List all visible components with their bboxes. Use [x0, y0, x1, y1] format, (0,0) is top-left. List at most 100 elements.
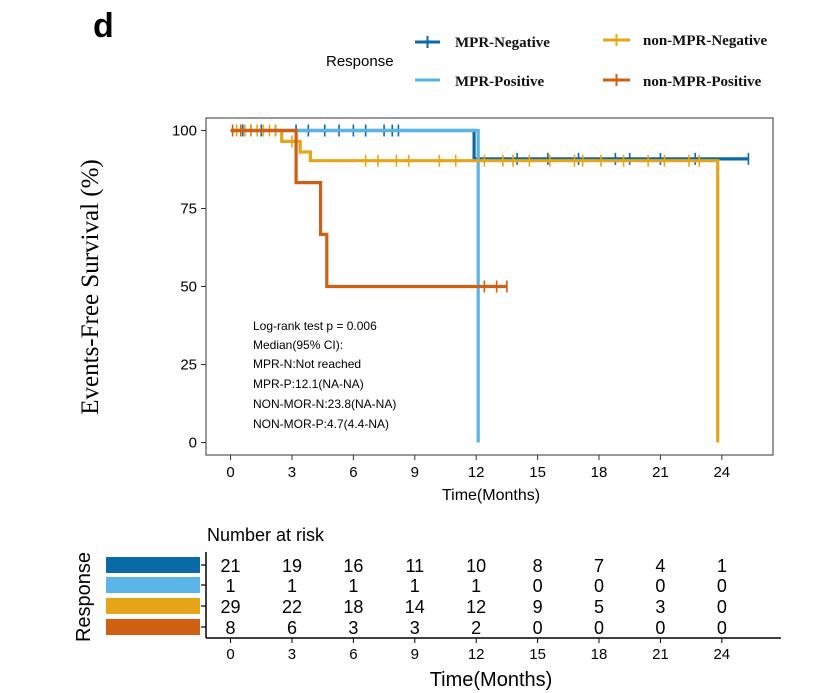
risk-value-non-mpr-positive: 6 [287, 618, 297, 638]
risk-value-non-mpr-positive: 0 [655, 618, 665, 638]
y-axis-label: Events-Free Survival (%) [77, 159, 104, 414]
risk-x-tick-label: 6 [349, 646, 357, 663]
risk-table-y-label: Response [73, 552, 95, 642]
km-plot: Events-Free Survival (%) Time(Months) 0 2… [77, 117, 774, 504]
risk-value-non-mpr-positive: 3 [410, 618, 420, 638]
risk-value-non-mpr-negative: 0 [717, 597, 727, 617]
stats-line-non-mor-p: NON-MOR-P:4.7(4.4-NA) [253, 417, 389, 431]
risk-x-tick-label: 21 [652, 646, 669, 663]
x-tick-label: 21 [652, 464, 669, 481]
x-tick-label: 15 [529, 464, 546, 481]
series-mpr-positive [230, 128, 480, 443]
stats-line-mpr-p: MPR-P:12.1(NA-NA) [253, 377, 364, 391]
risk-value-non-mpr-negative: 12 [466, 597, 486, 617]
x-tick-label: 0 [226, 464, 234, 481]
risk-value-mpr-negative: 21 [221, 556, 241, 576]
y-axis-ticks: 0 25 50 75 100 [172, 122, 206, 452]
legend-entry-non-mpr-negative: non-MPR-Negative [603, 33, 767, 49]
risk-value-mpr-negative: 19 [282, 556, 302, 576]
risk-value-mpr-positive: 1 [226, 576, 236, 596]
y-tick-label: 25 [180, 357, 197, 374]
risk-value-non-mpr-positive: 0 [717, 618, 727, 638]
legend-label-non-mpr-positive: non-MPR-Positive [643, 74, 762, 90]
km-curve-mpr-positive [230, 128, 480, 443]
risk-value-mpr-positive: 0 [533, 576, 543, 596]
stats-line-median-header: Median(95% CI): [253, 338, 343, 352]
stats-line-logrank: Log-rank test p = 0.006 [253, 319, 377, 333]
km-curve-non-mpr-positive [230, 128, 507, 289]
legend: Response MPR-Negative MPR-Positive non-M… [326, 33, 767, 90]
risk-swatch-mpr-positive [106, 577, 200, 593]
risk-table-x-label: Time(Months) [430, 669, 553, 691]
risk-value-mpr-positive: 0 [655, 576, 665, 596]
risk-value-mpr-negative: 11 [405, 556, 424, 576]
y-tick-label: 0 [189, 435, 197, 452]
y-tick-label: 75 [180, 200, 197, 217]
risk-x-tick-label: 12 [468, 646, 485, 663]
legend-entry-mpr-negative: MPR-Negative [415, 35, 550, 51]
risk-value-non-mpr-positive: 0 [533, 618, 543, 638]
risk-value-non-mpr-negative: 3 [655, 597, 665, 617]
risk-value-non-mpr-positive: 0 [594, 618, 604, 638]
risk-value-mpr-positive: 1 [348, 576, 358, 596]
risk-value-non-mpr-negative: 5 [594, 597, 604, 617]
risk-row-values: 21 19 16 11 10 8 7 4 11 1 1 1 1 0 0 0 029 22 18 14 12 9 5 3 08 6 3… [221, 556, 727, 638]
x-tick-label: 6 [349, 464, 357, 481]
x-tick-label: 24 [713, 464, 730, 481]
stats-annotation: Log-rank test p = 0.006 Median(95% CI): … [253, 319, 396, 431]
risk-value-non-mpr-negative: 9 [533, 597, 543, 617]
risk-table: Number at risk Response Time(Months) 21 1… [73, 525, 781, 691]
stats-line-non-mor-n: NON-MOR-N:23.8(NA-NA) [253, 397, 396, 411]
x-tick-label: 12 [468, 464, 485, 481]
risk-value-non-mpr-negative: 29 [221, 597, 241, 617]
risk-x-tick-label: 3 [288, 646, 296, 663]
risk-value-non-mpr-negative: 18 [343, 597, 363, 617]
risk-value-non-mpr-positive: 3 [348, 618, 358, 638]
x-axis-ticks: 0 3 6 9 12 15 18 21 24 [226, 455, 730, 481]
x-tick-label: 18 [591, 464, 608, 481]
risk-value-mpr-negative: 8 [533, 556, 543, 576]
risk-value-mpr-negative: 10 [466, 556, 486, 576]
x-tick-label: 3 [288, 464, 296, 481]
risk-x-tick-label: 24 [713, 646, 730, 663]
risk-x-tick-label: 18 [591, 646, 608, 663]
risk-swatch-mpr-negative [106, 557, 200, 573]
risk-row-swatches [106, 557, 206, 635]
risk-value-non-mpr-positive: 2 [471, 618, 481, 638]
risk-value-mpr-positive: 0 [594, 576, 604, 596]
risk-value-non-mpr-negative: 14 [405, 597, 425, 617]
risk-value-mpr-positive: 1 [410, 576, 420, 596]
risk-value-mpr-negative: 7 [594, 556, 604, 576]
risk-swatch-non-mpr-positive [106, 619, 200, 635]
legend-title: Response [326, 53, 394, 70]
risk-table-title: Number at risk [207, 525, 325, 545]
legend-entry-non-mpr-positive: non-MPR-Positive [603, 74, 762, 90]
km-series-layer [230, 124, 750, 443]
x-tick-label: 9 [411, 464, 419, 481]
risk-x-ticks: 0 3 6 9 12 15 18 21 24 [226, 638, 730, 663]
legend-entry-mpr-positive: MPR-Positive [415, 74, 544, 90]
y-tick-label: 50 [180, 279, 197, 296]
risk-x-tick-label: 9 [411, 646, 419, 663]
risk-value-mpr-positive: 1 [471, 576, 481, 596]
risk-value-mpr-negative: 4 [655, 556, 665, 576]
legend-label-mpr-negative: MPR-Negative [455, 35, 550, 51]
risk-value-non-mpr-positive: 8 [226, 618, 236, 638]
risk-x-tick-label: 0 [226, 646, 234, 663]
risk-swatch-non-mpr-negative [106, 598, 200, 614]
risk-value-mpr-positive: 1 [287, 576, 297, 596]
risk-value-mpr-positive: 0 [717, 576, 727, 596]
stats-line-mpr-n: MPR-N:Not reached [253, 357, 361, 371]
series-non-mpr-positive [230, 124, 508, 293]
risk-x-tick-label: 15 [529, 646, 546, 663]
y-tick-label: 100 [172, 122, 197, 139]
legend-label-mpr-positive: MPR-Positive [455, 74, 544, 90]
legend-label-non-mpr-negative: non-MPR-Negative [643, 33, 767, 49]
series-non-mpr-negative [230, 124, 720, 443]
x-axis-label: Time(Months) [442, 487, 540, 504]
panel-label: d [93, 7, 114, 45]
risk-value-mpr-negative: 1 [717, 556, 727, 576]
risk-value-non-mpr-negative: 22 [282, 597, 302, 617]
risk-value-mpr-negative: 16 [343, 556, 363, 576]
